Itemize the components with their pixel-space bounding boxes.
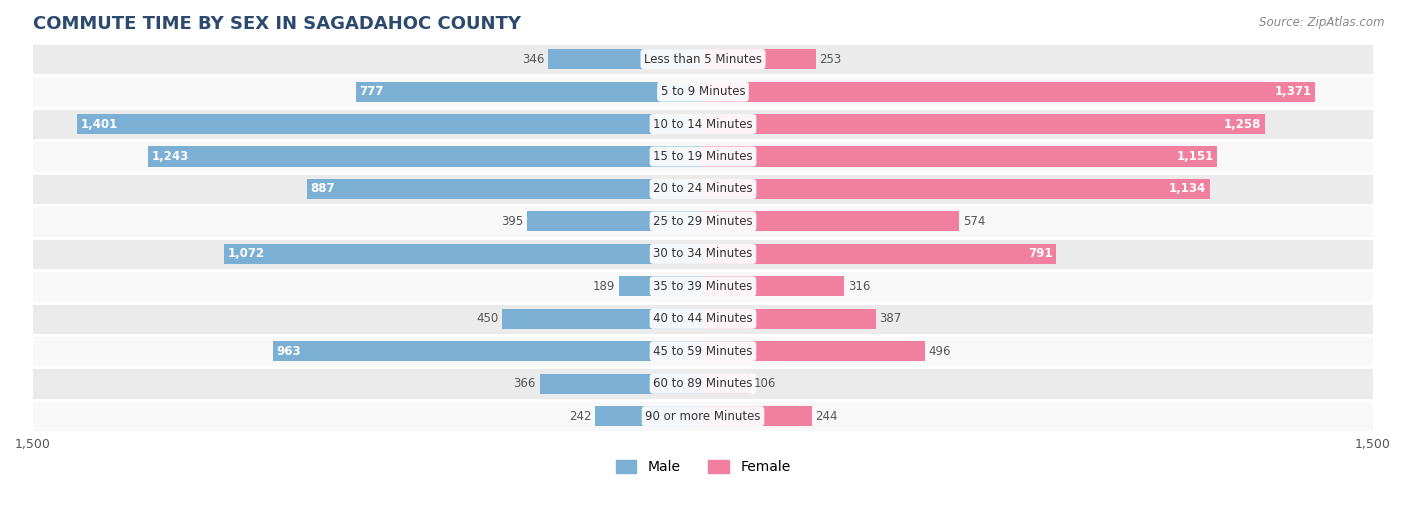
- Text: 15 to 19 Minutes: 15 to 19 Minutes: [654, 150, 752, 163]
- Bar: [273, 341, 703, 361]
- Text: 887: 887: [311, 183, 335, 196]
- Text: 963: 963: [277, 345, 301, 358]
- Bar: [32, 303, 1374, 335]
- Bar: [703, 114, 1265, 134]
- Bar: [703, 179, 1209, 199]
- Bar: [307, 179, 703, 199]
- Bar: [224, 244, 703, 264]
- Bar: [540, 373, 703, 394]
- Text: 45 to 59 Minutes: 45 to 59 Minutes: [654, 345, 752, 358]
- Text: 316: 316: [848, 280, 870, 293]
- Bar: [32, 237, 1374, 270]
- Text: 1,072: 1,072: [228, 247, 264, 260]
- Text: 1,151: 1,151: [1177, 150, 1213, 163]
- Text: 387: 387: [879, 312, 901, 325]
- Text: 1,401: 1,401: [80, 118, 118, 131]
- Text: 450: 450: [477, 312, 498, 325]
- Bar: [703, 309, 876, 329]
- Bar: [548, 49, 703, 69]
- Bar: [595, 406, 703, 426]
- Text: 791: 791: [1028, 247, 1053, 260]
- Bar: [527, 211, 703, 232]
- Text: 346: 346: [523, 53, 546, 65]
- Bar: [32, 270, 1374, 303]
- Text: Less than 5 Minutes: Less than 5 Minutes: [644, 53, 762, 65]
- Bar: [502, 309, 703, 329]
- Text: 574: 574: [963, 215, 986, 228]
- Text: 90 or more Minutes: 90 or more Minutes: [645, 410, 761, 423]
- Text: 5 to 9 Minutes: 5 to 9 Minutes: [661, 85, 745, 98]
- Text: COMMUTE TIME BY SEX IN SAGADAHOC COUNTY: COMMUTE TIME BY SEX IN SAGADAHOC COUNTY: [32, 15, 522, 33]
- Text: 35 to 39 Minutes: 35 to 39 Minutes: [654, 280, 752, 293]
- Text: 777: 777: [360, 85, 384, 98]
- Text: 106: 106: [754, 377, 776, 390]
- Bar: [32, 205, 1374, 237]
- Text: 242: 242: [569, 410, 592, 423]
- Bar: [32, 335, 1374, 368]
- Text: 1,371: 1,371: [1275, 85, 1312, 98]
- Bar: [703, 49, 815, 69]
- Text: 40 to 44 Minutes: 40 to 44 Minutes: [654, 312, 752, 325]
- Text: 395: 395: [501, 215, 523, 228]
- Bar: [619, 276, 703, 297]
- Text: 1,258: 1,258: [1225, 118, 1261, 131]
- Text: 30 to 34 Minutes: 30 to 34 Minutes: [654, 247, 752, 260]
- Bar: [703, 341, 925, 361]
- Bar: [703, 406, 813, 426]
- Text: Source: ZipAtlas.com: Source: ZipAtlas.com: [1260, 16, 1385, 29]
- Text: 1,134: 1,134: [1168, 183, 1206, 196]
- Text: 189: 189: [592, 280, 614, 293]
- Text: 60 to 89 Minutes: 60 to 89 Minutes: [654, 377, 752, 390]
- Bar: [32, 368, 1374, 400]
- Bar: [77, 114, 703, 134]
- Bar: [32, 75, 1374, 108]
- Text: 20 to 24 Minutes: 20 to 24 Minutes: [654, 183, 752, 196]
- Text: 10 to 14 Minutes: 10 to 14 Minutes: [654, 118, 752, 131]
- Bar: [703, 276, 844, 297]
- Bar: [32, 400, 1374, 433]
- Bar: [703, 146, 1218, 166]
- Text: 1,243: 1,243: [152, 150, 188, 163]
- Bar: [32, 140, 1374, 173]
- Bar: [32, 173, 1374, 205]
- Bar: [32, 43, 1374, 75]
- Bar: [148, 146, 703, 166]
- Bar: [703, 244, 1056, 264]
- Bar: [356, 82, 703, 101]
- Text: 25 to 29 Minutes: 25 to 29 Minutes: [654, 215, 752, 228]
- Bar: [703, 373, 751, 394]
- Text: 496: 496: [928, 345, 950, 358]
- Text: 253: 253: [820, 53, 842, 65]
- Legend: Male, Female: Male, Female: [610, 455, 796, 480]
- Text: 366: 366: [513, 377, 536, 390]
- Text: 244: 244: [815, 410, 838, 423]
- Bar: [32, 108, 1374, 140]
- Bar: [703, 211, 959, 232]
- Bar: [703, 82, 1316, 101]
